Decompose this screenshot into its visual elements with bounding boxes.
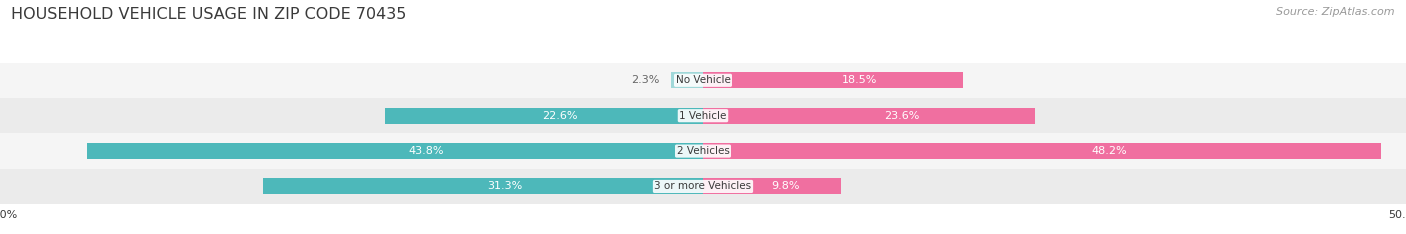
Text: 3 or more Vehicles: 3 or more Vehicles bbox=[654, 181, 752, 191]
Bar bbox=[0, 169, 1406, 204]
Text: 43.8%: 43.8% bbox=[408, 146, 444, 156]
Text: No Vehicle: No Vehicle bbox=[675, 75, 731, 85]
Bar bbox=[703, 143, 1381, 159]
Text: 2 Vehicles: 2 Vehicles bbox=[676, 146, 730, 156]
Text: 1 Vehicle: 1 Vehicle bbox=[679, 111, 727, 121]
Text: 18.5%: 18.5% bbox=[841, 75, 877, 85]
Text: 9.8%: 9.8% bbox=[772, 181, 800, 191]
Bar bbox=[385, 108, 703, 124]
Text: 2.3%: 2.3% bbox=[631, 75, 659, 85]
Bar bbox=[87, 143, 703, 159]
Bar bbox=[0, 63, 1406, 98]
Text: 48.2%: 48.2% bbox=[1092, 146, 1128, 156]
Text: HOUSEHOLD VEHICLE USAGE IN ZIP CODE 70435: HOUSEHOLD VEHICLE USAGE IN ZIP CODE 7043… bbox=[11, 7, 406, 22]
Bar bbox=[703, 179, 841, 194]
Bar bbox=[263, 179, 703, 194]
Text: 22.6%: 22.6% bbox=[543, 111, 578, 121]
Bar bbox=[703, 72, 963, 88]
Bar bbox=[0, 98, 1406, 133]
Text: Source: ZipAtlas.com: Source: ZipAtlas.com bbox=[1277, 7, 1395, 17]
Bar bbox=[0, 133, 1406, 169]
Text: 23.6%: 23.6% bbox=[884, 111, 920, 121]
Text: 31.3%: 31.3% bbox=[488, 181, 523, 191]
Bar bbox=[703, 108, 1035, 124]
Bar bbox=[671, 72, 703, 88]
